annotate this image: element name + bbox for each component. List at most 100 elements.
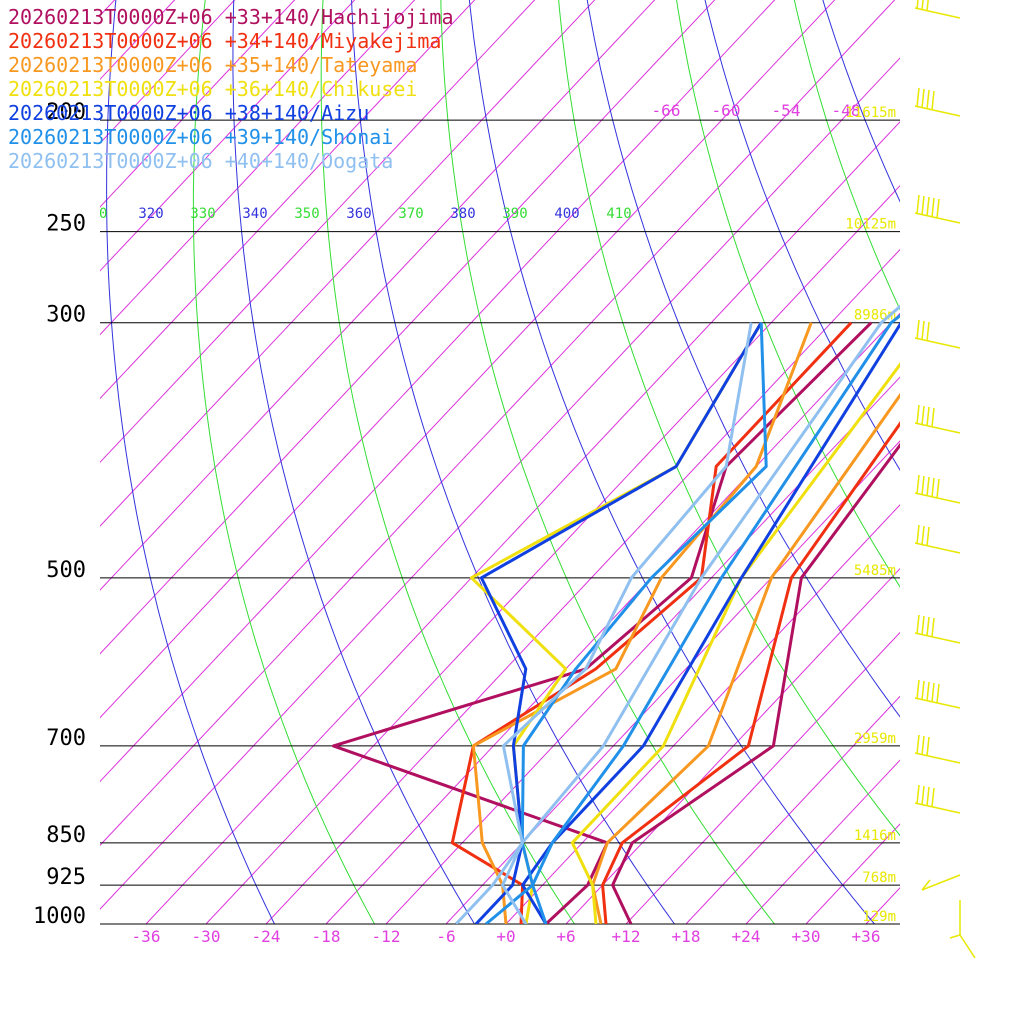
isotherm-line	[865, 887, 900, 924]
dry-adiabat-line	[929, 0, 1024, 948]
theta-label: 0	[99, 206, 107, 222]
wind-barb	[921, 874, 961, 891]
legend-entry: 20260213T0000Z+06 +40+140/Oogata	[8, 149, 393, 173]
dewpoint-profile	[454, 322, 753, 924]
wind-barb	[914, 784, 961, 814]
height-label: 1416m	[854, 828, 896, 844]
theta-label: 340	[242, 206, 267, 222]
temperature-tick-label: -18	[312, 927, 341, 946]
theta-label: 350	[294, 206, 319, 222]
isotherm-line	[625, 631, 900, 924]
wind-barb	[914, 474, 961, 504]
legend-entry: 20260213T0000Z+06 +35+140/Tateyama	[8, 53, 417, 77]
dry-adiabat-line	[1019, 0, 1024, 948]
wind-barbs	[914, 0, 976, 959]
temperature-tick-label: -6	[436, 927, 455, 946]
pressure-label: 700	[46, 726, 86, 751]
temperature-tick-label: +6	[556, 927, 575, 946]
upper-isotherm-label: -54	[772, 101, 801, 120]
temperature-tick-label: -30	[192, 927, 221, 946]
temperature-tick-label: +12	[612, 927, 641, 946]
legend-entry: 20260213T0000Z+06 +39+140/Shonai	[8, 125, 393, 149]
isotherm-line	[100, 0, 536, 464]
wind-barb	[914, 404, 961, 434]
moist-adiabat-line	[192, 0, 376, 924]
pressure-labels: 1001502002503005007008509251000	[33, 100, 86, 929]
dry-adiabat-line	[704, 0, 900, 471]
wind-barb	[949, 900, 976, 959]
temperature-profile	[591, 392, 900, 924]
isobar-lines	[100, 119, 900, 925]
dewpoint-profile	[331, 321, 873, 924]
theta-label: 390	[502, 206, 527, 222]
temperature-tick-label: -12	[372, 927, 401, 946]
isotherm-line	[565, 567, 900, 924]
theta-labels: 0 320 330 340 350 360 370 380 390 400 410	[99, 206, 632, 222]
legend: 20260213T0000Z+06 +33+140/Hachijojima202…	[8, 5, 454, 173]
isotherm-line	[100, 57, 900, 910]
isotherm-line	[100, 0, 476, 400]
temperature-tick-label: -36	[132, 927, 161, 946]
moist-adiabat-line	[320, 0, 576, 924]
isotherm-line	[100, 0, 416, 336]
temperature-profile	[611, 442, 900, 924]
moist-adiabat-line	[558, 0, 900, 837]
temperature-tick-label: -24	[252, 927, 281, 946]
temperature-tick-label: +18	[672, 927, 701, 946]
dewpoint-profile	[471, 322, 813, 924]
height-label: 768m	[862, 870, 896, 886]
isotherm-line	[445, 440, 900, 924]
upper-isotherm-label: -48	[832, 101, 861, 120]
pressure-label: 250	[46, 212, 86, 237]
temperature-tick-label: +30	[792, 927, 821, 946]
wind-barb	[914, 614, 961, 644]
dewpoint-profile	[450, 321, 853, 924]
temperature-tick-label: +0	[496, 927, 515, 946]
pressure-label: 925	[46, 865, 86, 890]
legend-entry: 20260213T0000Z+06 +34+140/Miyakejima	[8, 29, 441, 53]
height-label: 10125m	[845, 217, 896, 233]
pressure-label: 300	[46, 303, 86, 328]
dewpoint-profile	[474, 321, 763, 924]
isotherm-line	[100, 0, 776, 719]
theta-label: 320	[138, 206, 163, 222]
temperature-profile	[521, 321, 900, 924]
height-label: 2959m	[854, 731, 896, 747]
legend-entry: 20260213T0000Z+06 +36+140/Chikusei	[8, 77, 417, 101]
height-label: 11615m	[845, 105, 896, 121]
isotherm-lines	[100, 0, 900, 924]
wind-barb	[914, 87, 961, 117]
isotherm-line	[100, 0, 656, 591]
isotherm-line	[205, 184, 900, 924]
legend-entry: 20260213T0000Z+06 +38+140/Aizu	[8, 101, 369, 125]
theta-label: 380	[450, 206, 475, 222]
isotherm-line	[265, 248, 900, 924]
temperature-profile	[601, 421, 900, 924]
pressure-label: 1000	[33, 904, 86, 929]
isotherm-line	[100, 0, 596, 527]
upper-isotherm-label: -60	[712, 101, 741, 120]
dry-adiabat-line	[586, 0, 900, 718]
moist-adiabat-line	[440, 0, 776, 924]
wind-barb	[914, 319, 961, 349]
theta-label: 330	[190, 206, 215, 222]
wind-barb	[914, 679, 961, 709]
height-labels: 16057m13485m11615m10125m8986m5485m2959m1…	[845, 105, 896, 925]
theta-label: 370	[398, 206, 423, 222]
isotherm-line	[685, 695, 900, 924]
isotherm-line	[505, 504, 900, 924]
height-label: 5485m	[854, 563, 896, 579]
wind-barb	[914, 734, 961, 764]
isotherm-line	[100, 0, 896, 847]
pressure-label: 500	[46, 558, 86, 583]
isotherm-line	[385, 376, 900, 924]
dry-adiabat-line	[822, 0, 900, 203]
dry-adiabat-line	[232, 0, 476, 924]
wind-barb	[914, 194, 961, 224]
theta-label: 400	[554, 206, 579, 222]
upper-isotherm-label: -66	[652, 101, 681, 120]
wind-barb	[914, 524, 961, 554]
temperature-tick-label: +24	[732, 927, 761, 946]
isotherm-line	[805, 823, 900, 924]
